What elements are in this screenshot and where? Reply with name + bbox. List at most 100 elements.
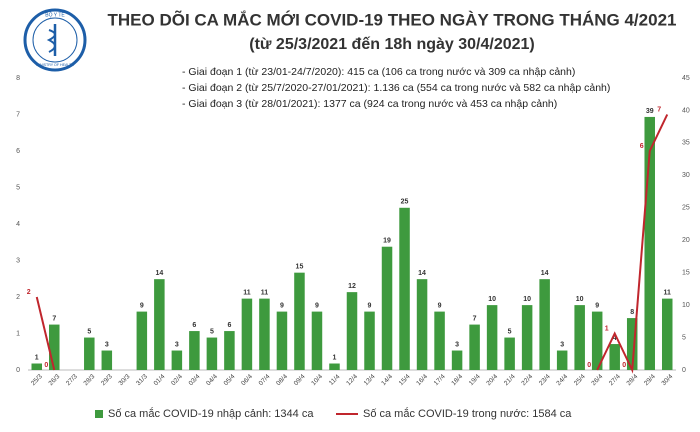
legend-label: Số ca mắc COVID-19 nhập cảnh: 1344 ca (108, 407, 314, 420)
y2-tick-label: 5 (682, 334, 686, 341)
x-tick-label: 29/4 (643, 373, 657, 387)
chart-subtitle: (từ 25/3/2021 đến 18h ngày 30/4/2021) (249, 36, 535, 53)
bar-value-label: 14 (418, 270, 426, 277)
bar (31, 363, 43, 370)
bar-value-label: 3 (560, 341, 564, 348)
bar (364, 311, 375, 370)
legend-swatch (95, 410, 103, 418)
x-tick-label: 06/4 (240, 373, 254, 387)
y-tick-label: 6 (16, 148, 20, 155)
bar (224, 331, 235, 370)
x-tick-label: 11/4 (328, 373, 342, 387)
bar (539, 279, 550, 370)
y2-tick-label: 40 (682, 107, 690, 114)
x-tick-label: 28/3 (83, 373, 97, 387)
x-tick-label: 17/4 (433, 373, 447, 387)
bar-value-label: 9 (140, 302, 144, 309)
line (35, 114, 669, 374)
bar-value-label: 5 (210, 328, 214, 335)
x-tick-label: 02/4 (170, 373, 184, 387)
x-tick-label: 19/4 (468, 373, 482, 387)
bar (206, 337, 218, 370)
bar (626, 318, 638, 370)
x-tick-label: 23/4 (538, 373, 552, 387)
bar-value-label: 10 (523, 296, 531, 303)
line-value-label: 7 (657, 106, 661, 113)
logo: BỘ Y TẾ MINISTRY OF HEALTH (23, 8, 87, 72)
x-tick-label: 16/4 (415, 373, 429, 387)
bar-value-label: 4 (613, 335, 617, 342)
bar (189, 331, 200, 370)
line-value-label: 0 (44, 362, 48, 369)
y-tick-label: 7 (16, 111, 20, 118)
logo-top: BỘ Y TẾ (45, 11, 65, 18)
y-tick-label: 4 (16, 221, 20, 228)
x-tick-label: 30/4 (660, 373, 674, 387)
y2-tick-label: 35 (682, 140, 690, 147)
bar (451, 350, 463, 370)
bar-value-label: 9 (368, 302, 372, 309)
logo-inner (32, 17, 78, 63)
bar-value-label: 19 (383, 238, 391, 245)
x-tick-label: 07/4 (258, 373, 272, 387)
x-tick-label: 25/4 (573, 373, 587, 387)
bar (574, 305, 585, 370)
y2-tick-label: 20 (682, 237, 690, 244)
x-tick-label: 01/4 (153, 373, 167, 387)
bar (259, 298, 270, 370)
x-tick-label: 31/3 (135, 373, 149, 387)
bar (294, 272, 305, 370)
bar-value-label: 14 (155, 270, 163, 277)
bar-value-label: 15 (296, 264, 304, 271)
x-tick-label: 22/4 (520, 373, 534, 387)
x-tick-label: 14/4 (380, 373, 394, 387)
x-tick-label: 29/3 (100, 373, 114, 387)
bar-value-label: 10 (488, 296, 496, 303)
bar-value-label: 1 (35, 354, 39, 361)
bar-value-label: 9 (280, 302, 284, 309)
bar (434, 311, 445, 370)
x-tick-label: 03/4 (188, 373, 202, 387)
x-tick-label: 10/4 (310, 373, 324, 387)
bar (644, 116, 655, 370)
bar-value-label: 11 (261, 289, 269, 296)
bar (311, 311, 323, 370)
x-tick-label: 20/4 (485, 373, 499, 387)
bar (469, 324, 480, 370)
y-tick-label: 3 (16, 257, 20, 264)
bar (399, 207, 410, 370)
bar-value-label: 5 (508, 328, 512, 335)
bar-value-label: 10 (576, 296, 584, 303)
x-tick-label: 15/4 (398, 373, 412, 387)
y-tick-label: 5 (16, 184, 20, 191)
logo-bottom: MINISTRY OF HEALTH (36, 63, 74, 67)
bar (329, 363, 340, 370)
bar (381, 246, 393, 370)
x-tick-label: 27/3 (65, 373, 79, 387)
bar-value-label: 1 (333, 354, 337, 361)
x-tick-label: 27/4 (608, 373, 622, 387)
bar (241, 298, 253, 370)
bar (136, 311, 148, 370)
bar (556, 350, 568, 370)
bar-value-label: 9 (315, 302, 319, 309)
bar (101, 350, 113, 370)
annotation: - Giai đoạn 1 (từ 23/01-24/7/2020): 415 … (182, 66, 575, 78)
bar-value-label: 12 (348, 283, 356, 290)
annotation: - Giai đoạn 2 (từ 25/7/2020-27/01/2021):… (182, 82, 610, 94)
x-tick-label: 04/4 (205, 373, 219, 387)
annotation: - Giai đoạn 3 (từ 28/01/2021): 1377 ca (… (182, 98, 557, 110)
x-tick-label: 26/3 (47, 373, 61, 387)
bar (521, 305, 533, 370)
y-tick-label: 1 (16, 330, 20, 337)
bar-value-label: 14 (541, 270, 549, 277)
x-tick-label: 18/4 (450, 373, 464, 387)
bar-value-label: 9 (438, 302, 442, 309)
bar-value-label: 3 (455, 341, 459, 348)
line-value-label: 0 (587, 362, 591, 369)
y2-tick-label: 10 (682, 302, 690, 309)
y2-tick-label: 45 (682, 75, 690, 82)
logo-snake (46, 29, 56, 53)
x-tick-label: 08/4 (275, 373, 289, 387)
